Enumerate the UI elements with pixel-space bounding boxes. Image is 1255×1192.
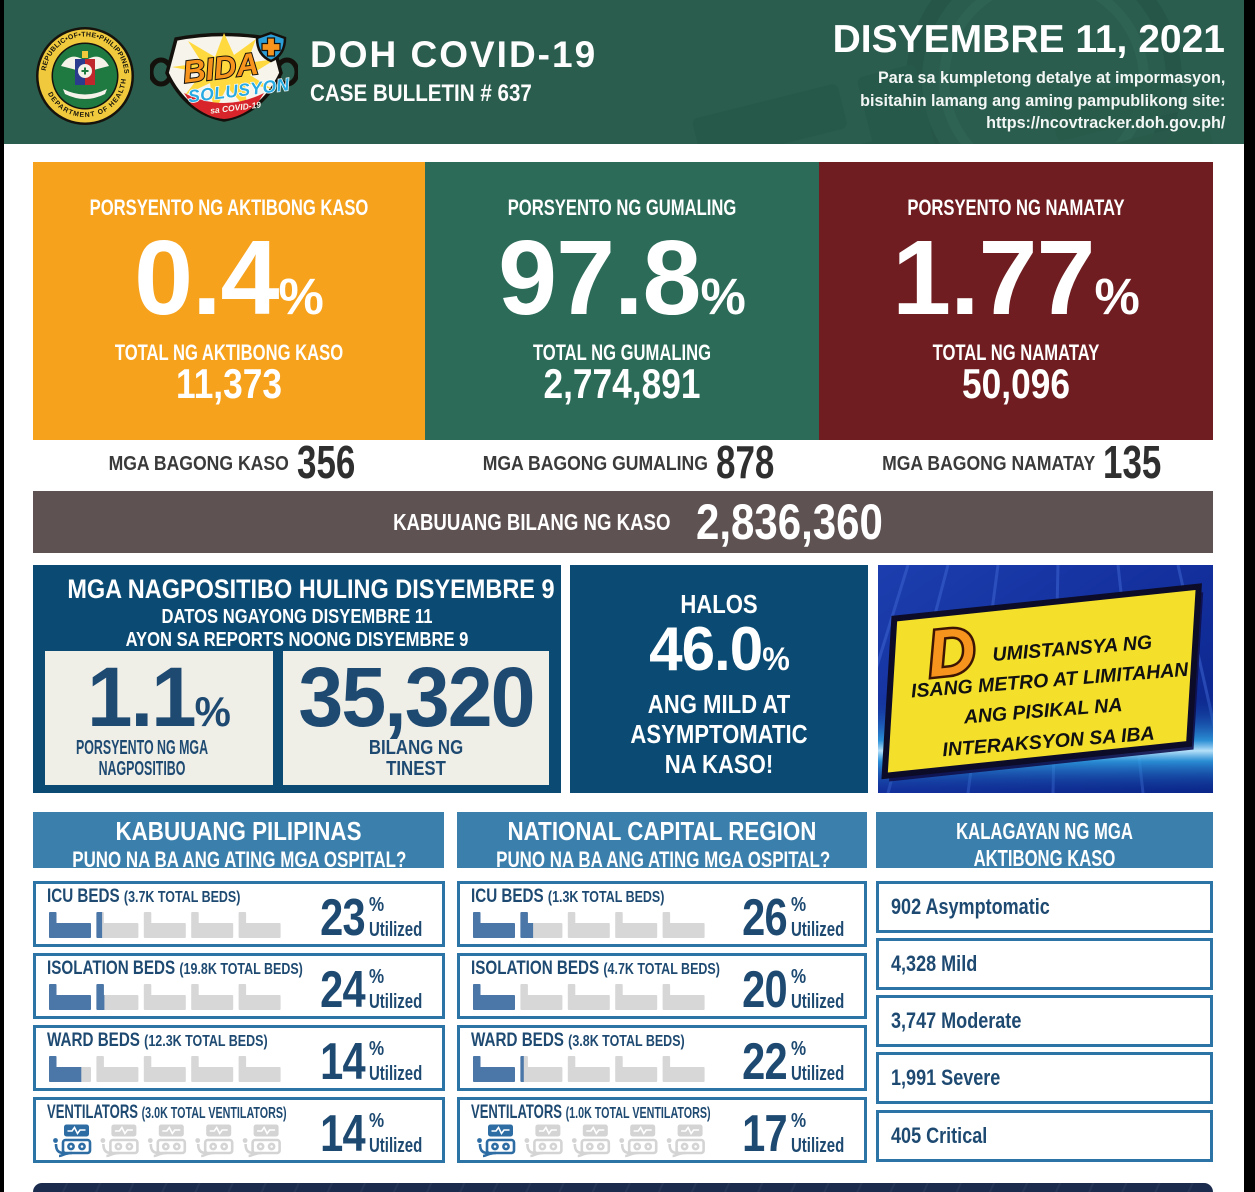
svg-text:D: D: [924, 612, 979, 691]
svg-text:BIDA: BIDA: [181, 46, 260, 90]
